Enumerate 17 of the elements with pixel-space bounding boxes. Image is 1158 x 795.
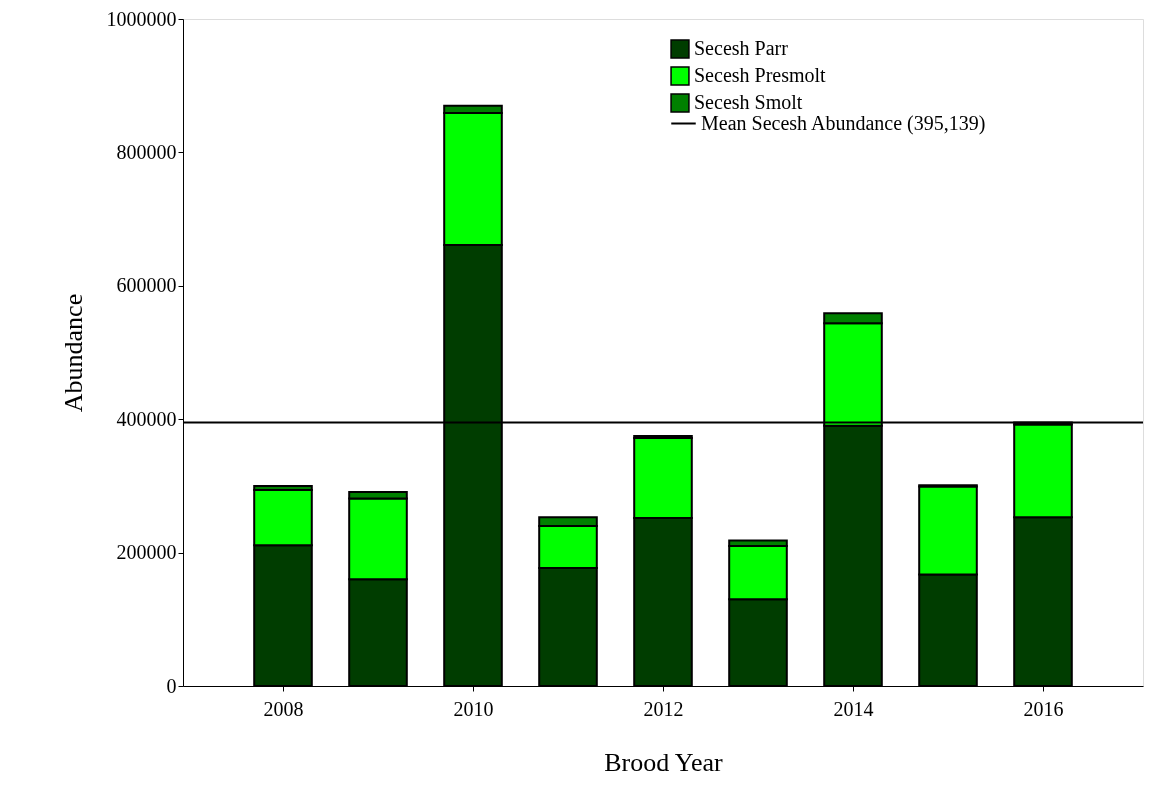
x-axis-title: Brood Year <box>604 747 724 777</box>
legend-label: Mean Secesh Abundance (395,139) <box>701 111 986 135</box>
x-tick-label: 2010 <box>453 697 494 720</box>
legend-label: Secesh Smolt <box>694 91 803 113</box>
x-tick-label: 2014 <box>833 697 874 720</box>
legend-label: Secesh Parr <box>694 37 789 59</box>
y-tick-label: 400000 <box>116 407 177 430</box>
legend-label: Secesh Presmolt <box>694 64 827 86</box>
x-tick-label: 2008 <box>263 697 304 720</box>
y-tick-label: 1000000 <box>106 7 177 30</box>
y-tick-label: 600000 <box>116 274 177 297</box>
x-tick-label: 2016 <box>1023 697 1064 720</box>
y-tick-label: 0 <box>166 674 177 697</box>
x-tick-label: 2012 <box>643 697 684 720</box>
y-axis-title: Abundance <box>58 293 88 413</box>
y-tick-label: 800000 <box>116 140 177 163</box>
y-tick-label: 200000 <box>116 541 177 564</box>
